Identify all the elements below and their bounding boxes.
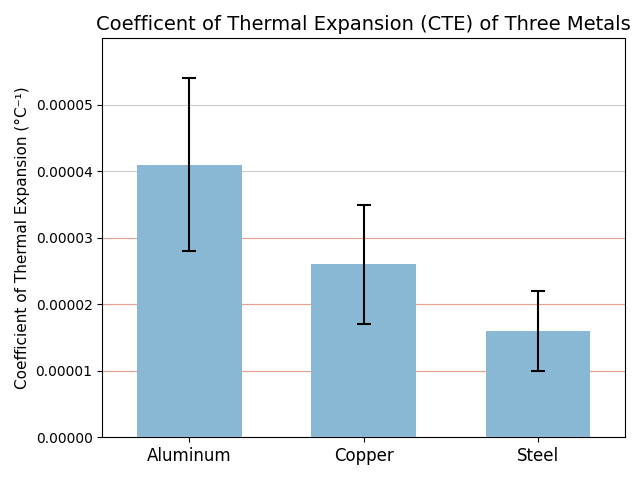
Bar [137,165,242,437]
Bar [312,264,416,437]
Title: Coefficent of Thermal Expansion (CTE) of Three Metals: Coefficent of Thermal Expansion (CTE) of… [96,15,631,34]
Bar [486,331,590,437]
Y-axis label: Coefficient of Thermal Expansion (°C⁻¹): Coefficient of Thermal Expansion (°C⁻¹) [15,86,30,389]
